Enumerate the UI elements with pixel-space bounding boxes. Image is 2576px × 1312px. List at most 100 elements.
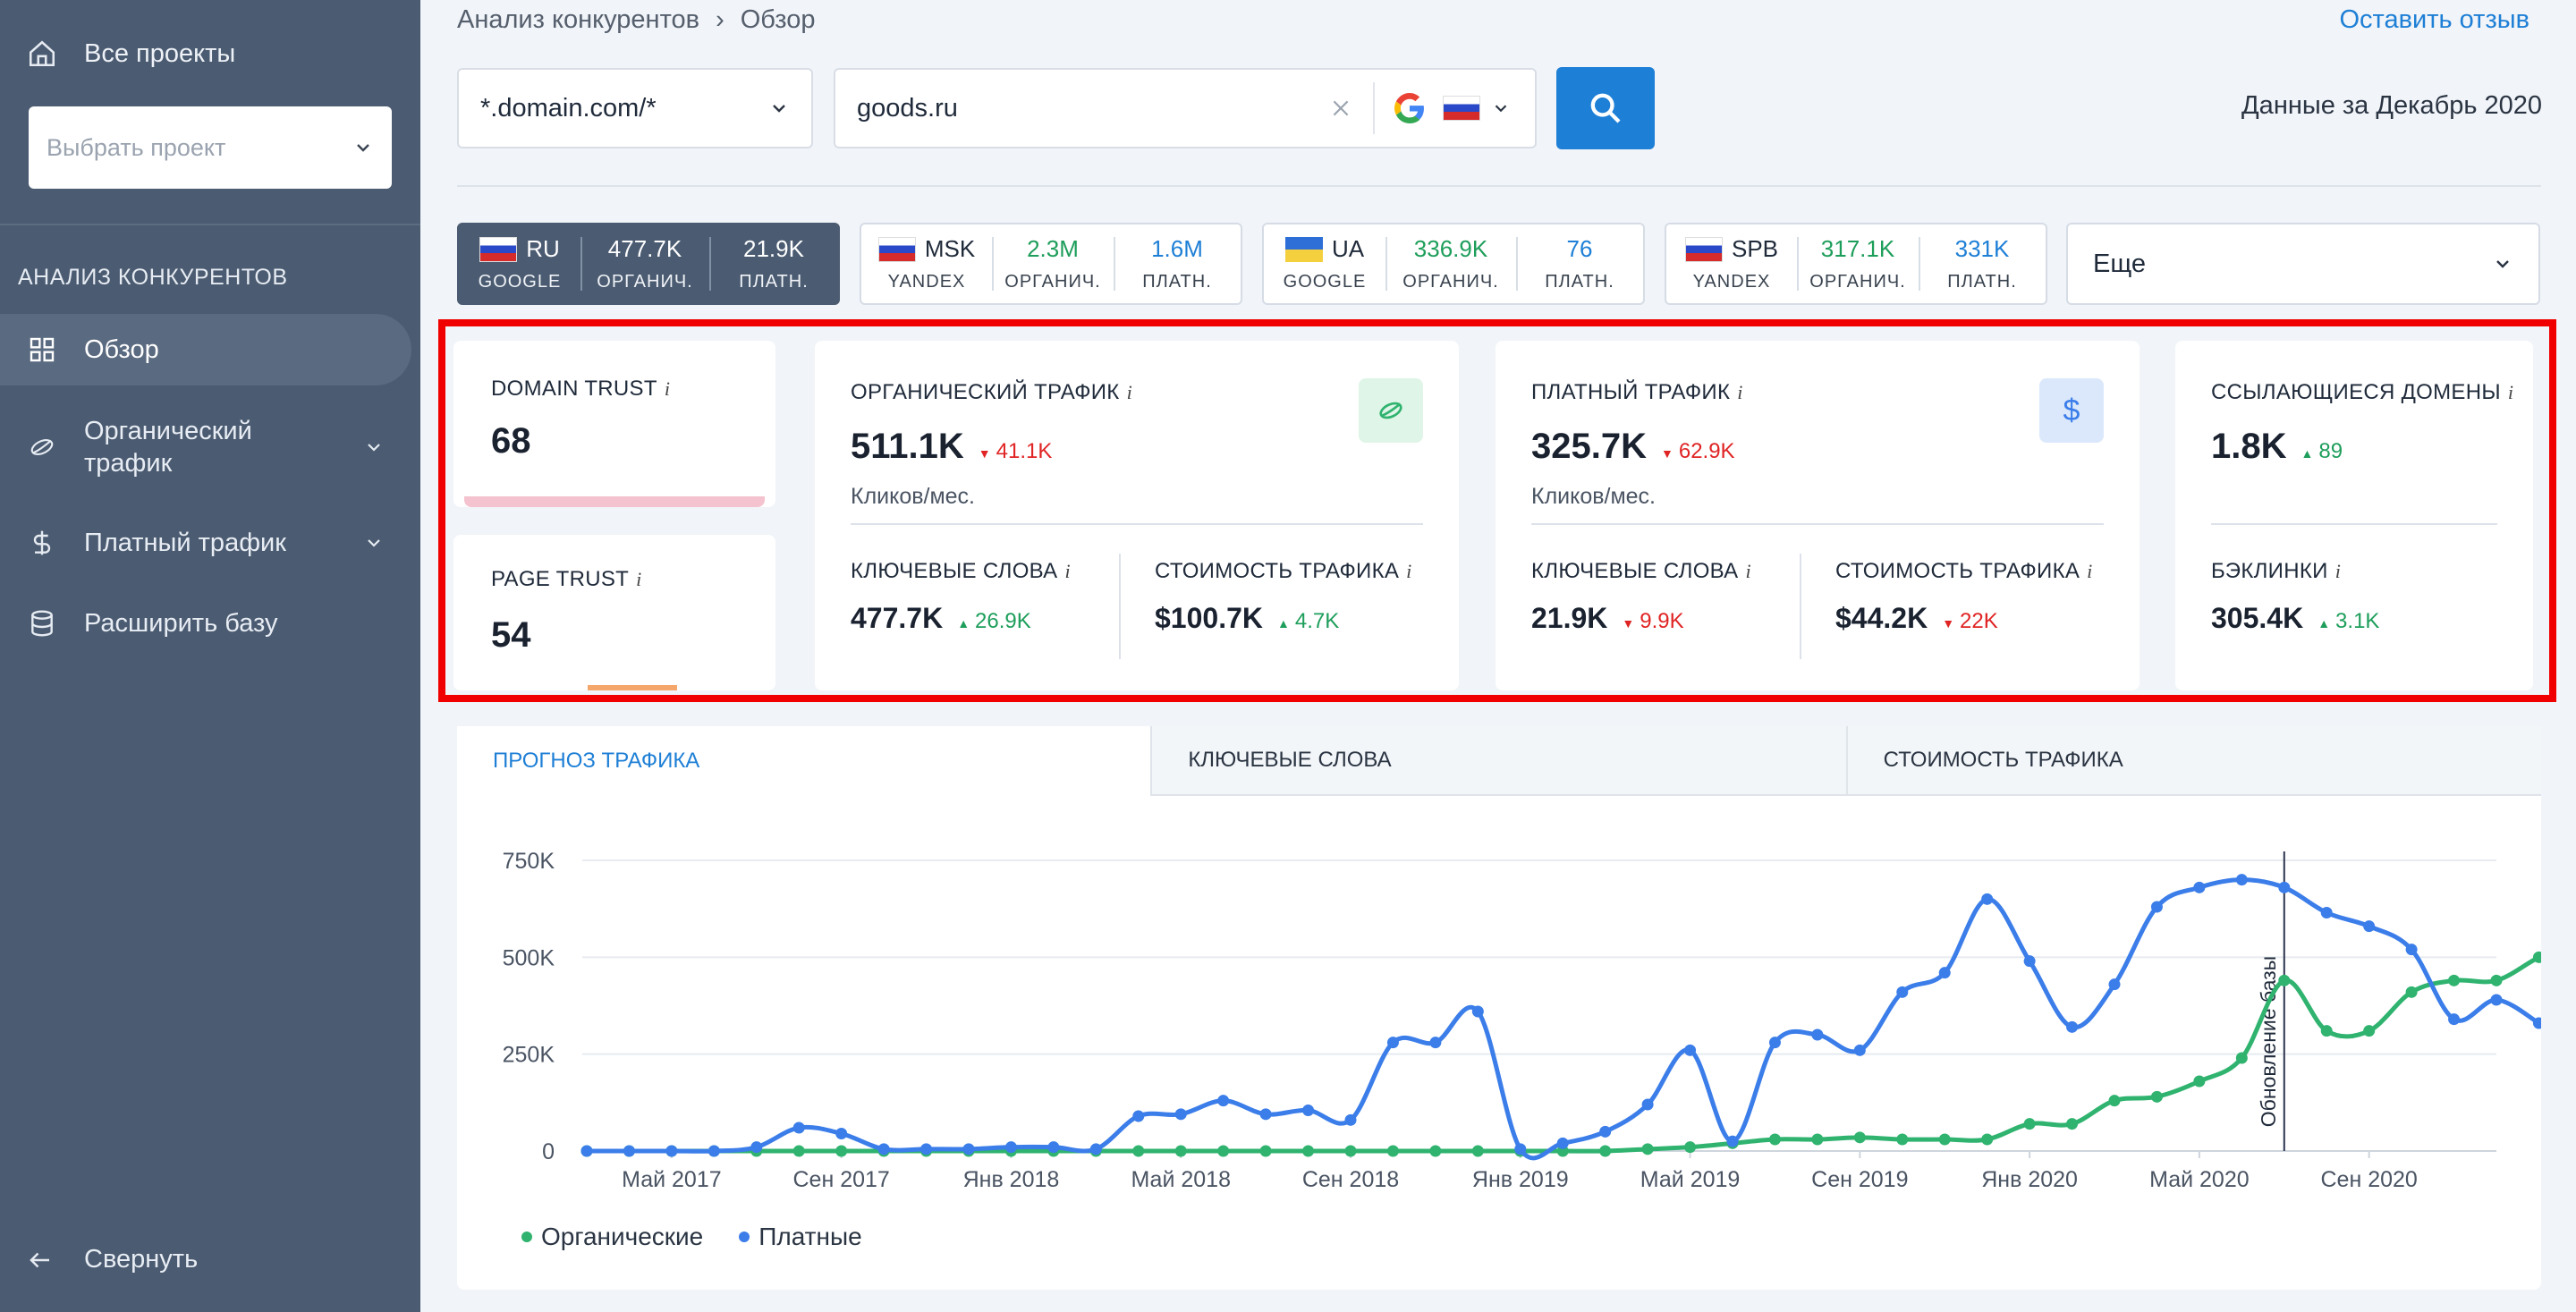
- info-icon[interactable]: i: [664, 377, 671, 400]
- paid-point: [1259, 1108, 1272, 1121]
- info-icon[interactable]: i: [2087, 560, 2093, 582]
- y-tick-label: 500K: [503, 945, 555, 970]
- search-engine-select[interactable]: [1394, 93, 1511, 123]
- info-icon[interactable]: i: [2507, 381, 2514, 403]
- more-regions-select[interactable]: Еще: [2066, 223, 2540, 305]
- region-chip-ua[interactable]: UA GOOGLE 336.9K ОРГАНИЧ. 76 ПЛАТН.: [1262, 223, 1645, 305]
- organic-point: [1471, 1145, 1484, 1157]
- paid-point: [2150, 901, 2163, 913]
- region-chip-spb[interactable]: SPB YANDEX 317.1K ОРГАНИЧ. 331K ПЛАТН.: [1665, 223, 2047, 305]
- search-input[interactable]: goods.ru: [834, 68, 1537, 148]
- info-icon[interactable]: i: [1064, 560, 1071, 582]
- paid-point: [1641, 1098, 1654, 1111]
- domain-trust-title: DOMAIN TRUST i: [491, 377, 671, 401]
- project-select[interactable]: Выбрать проект: [29, 106, 392, 189]
- sidebar-item-expand-db[interactable]: Расширить базу: [0, 603, 411, 644]
- paid-point: [1047, 1141, 1060, 1154]
- breadcrumb-separator: ›: [716, 5, 724, 34]
- breadcrumb-link[interactable]: Анализ конкурентов: [457, 5, 700, 34]
- region-paid-label: ПЛАТН.: [1947, 272, 2017, 292]
- paid-series-line: [586, 877, 2540, 1161]
- organic-point: [1853, 1131, 1866, 1144]
- legend-item-organic[interactable]: Органические: [521, 1223, 703, 1251]
- organic-point: [1217, 1145, 1230, 1157]
- organic-traffic-card: ОРГАНИЧЕСКИЙ ТРАФИК i 511.1K ▼ 41.1K Кликов…: [815, 341, 1459, 690]
- sidebar-item-organic[interactable]: Органический трафик: [0, 413, 411, 481]
- search-button[interactable]: [1556, 67, 1655, 149]
- sidebar-item-paid[interactable]: Платный трафик: [0, 522, 411, 563]
- info-icon[interactable]: i: [1745, 560, 1751, 582]
- paid-point: [1938, 967, 1951, 979]
- organic-point: [2066, 1118, 2079, 1130]
- collapse-label: Свернуть: [84, 1245, 199, 1274]
- y-tick-label: 0: [542, 1139, 555, 1164]
- paid-point: [1684, 1044, 1697, 1056]
- organic-traffic-unit: Кликов/мес.: [851, 484, 976, 509]
- paid-point: [1514, 1143, 1527, 1155]
- domain-trust-value: 68: [491, 421, 531, 461]
- paid-point: [2532, 1017, 2541, 1029]
- organic-keywords-title: КЛЮЧЕВЫЕ СЛОВА i: [851, 559, 1071, 583]
- organic-point: [1132, 1145, 1145, 1157]
- home-icon: [29, 40, 55, 67]
- search-divider: [1373, 82, 1375, 134]
- info-icon[interactable]: i: [1406, 560, 1412, 582]
- tab-keywords[interactable]: КЛЮЧЕВЫЕ СЛОВА: [1150, 726, 1846, 796]
- organic-keywords-value: 477.7K ▲ 26.9K: [851, 602, 1031, 634]
- chevron-down-icon: [368, 539, 380, 547]
- organic-point: [2235, 1052, 2248, 1064]
- leaf-badge-icon: [1359, 378, 1423, 443]
- region-organic-label: ОРГАНИЧ.: [597, 272, 693, 292]
- domain-mode-select[interactable]: *.domain.com/*: [457, 68, 813, 148]
- ukraine-flag-icon: [1284, 236, 1323, 262]
- legend-dot: [739, 1232, 750, 1242]
- region-organic-label: ОРГАНИЧ.: [1004, 272, 1101, 292]
- paid-point: [835, 1128, 848, 1139]
- sidebar-section-title: АНАЛИЗ КОНКУРЕНТОВ: [18, 265, 288, 290]
- card-vdivider: [1119, 554, 1121, 659]
- all-projects-link[interactable]: Все проекты: [27, 34, 235, 73]
- chevron-down-icon: [1495, 105, 1507, 113]
- chart-tabs: ПРОГНОЗ ТРАФИКА КЛЮЧЕВЫЕ СЛОВА СТОИМОСТЬ…: [457, 726, 2541, 796]
- x-tick-label: Сен 2019: [1811, 1167, 1908, 1192]
- referring-domains-title: ССЫЛАЮЩИЕСЯ ДОМЕНЫ i: [2211, 380, 2514, 404]
- tab-traffic-forecast[interactable]: ПРОГНОЗ ТРАФИКА: [457, 726, 1151, 796]
- tab-traffic-cost[interactable]: СТОИМОСТЬ ТРАФИКА: [1845, 726, 2541, 796]
- organic-point: [1259, 1145, 1272, 1157]
- region-chip-ru[interactable]: RU GOOGLE 477.7K ОРГАНИЧ. 21.9K ПЛАТН.: [457, 223, 840, 305]
- paid-point: [1599, 1125, 1612, 1138]
- paid-point: [1896, 986, 1909, 998]
- collapse-sidebar-button[interactable]: Свернуть: [27, 1245, 198, 1274]
- region-paid-value: 21.9K: [743, 235, 804, 262]
- region-organic-value: 477.7K: [607, 235, 682, 262]
- paid-point: [580, 1145, 593, 1157]
- legend-item-paid[interactable]: Платные: [739, 1223, 862, 1251]
- legend-label: Органические: [541, 1223, 704, 1250]
- region-chip-msk[interactable]: MSK YANDEX 2.3M ОРГАНИЧ. 1.6M ПЛАТН.: [860, 223, 1242, 305]
- paid-point: [2490, 994, 2503, 1006]
- organic-point: [2363, 1025, 2376, 1037]
- card-divider: [1531, 523, 2104, 525]
- search-input-value[interactable]: goods.ru: [857, 93, 958, 123]
- x-tick-label: Янв 2019: [1472, 1167, 1569, 1192]
- info-icon[interactable]: i: [1737, 381, 1743, 403]
- region-code: RU: [526, 235, 560, 262]
- organic-point: [1684, 1141, 1697, 1154]
- organic-point: [1768, 1133, 1781, 1146]
- region-organic-value: 336.9K: [1413, 235, 1488, 262]
- feedback-link[interactable]: Оставить отзыв: [2339, 5, 2529, 34]
- info-icon[interactable]: i: [1126, 381, 1133, 403]
- info-icon[interactable]: i: [2334, 560, 2342, 582]
- domain-trust-bar: [464, 496, 765, 507]
- sidebar-item-overview[interactable]: Обзор: [0, 314, 411, 385]
- paid-point: [708, 1145, 720, 1157]
- region-organic-value: 317.1K: [1820, 235, 1895, 262]
- info-icon[interactable]: i: [636, 568, 642, 590]
- paid-point: [792, 1122, 805, 1134]
- paid-point: [750, 1141, 763, 1154]
- highlight-frame: [438, 319, 2556, 702]
- paid-traffic-card: ПЛАТНЫЙ ТРАФИК i $ 325.7K ▼ 62.9K Кликов/ме…: [1496, 341, 2140, 690]
- leaf-icon: [27, 432, 57, 462]
- clear-icon[interactable]: [1329, 97, 1352, 120]
- sidebar-item-label: Расширить базу: [84, 608, 278, 638]
